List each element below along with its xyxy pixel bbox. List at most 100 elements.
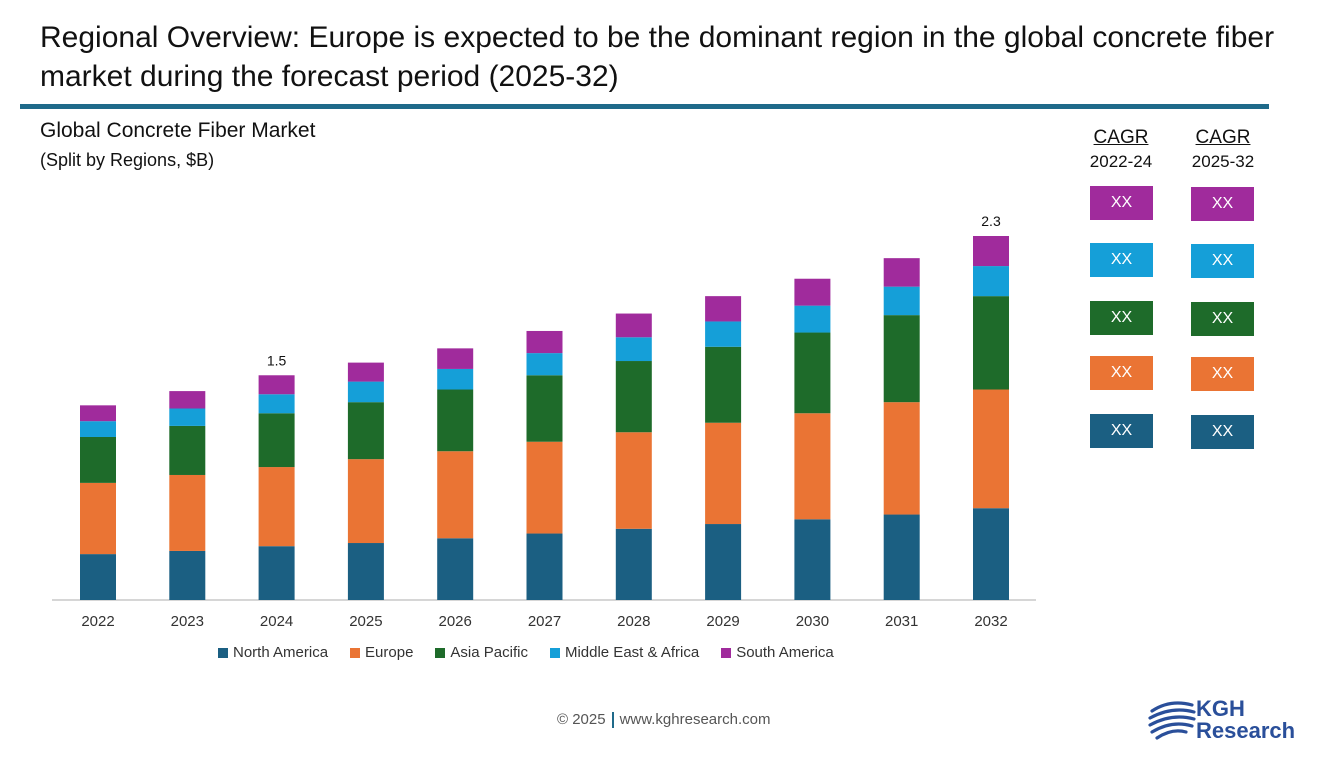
- x-tick-label-2029: 2029: [706, 613, 739, 630]
- cagr-box-north-america-2025-32: XX: [1191, 415, 1254, 449]
- x-tick-label-2027: 2027: [528, 613, 561, 630]
- legend-swatch: [350, 647, 361, 658]
- legend-item-middle-east-africa: Middle East & Africa: [549, 644, 700, 661]
- bar-segment-asia-pacific-2028: [615, 361, 652, 433]
- bar-segment-north-america-2028: [615, 528, 652, 600]
- legend-item-north-america: North America: [218, 644, 328, 661]
- footer: © 2025 www.kghresearch.com: [557, 711, 770, 728]
- cagr-box-south-america-2025-32: XX: [1191, 187, 1254, 221]
- bar-segment-south-america-2024: [258, 375, 295, 395]
- bar-segment-north-america-2022: [80, 554, 116, 600]
- bar-segment-europe-2022: [80, 482, 116, 555]
- bar-segment-europe-2029: [705, 422, 742, 525]
- legend-label: South America: [736, 644, 834, 661]
- page-headline: Regional Overview: Europe is expected to…: [40, 21, 1275, 93]
- legend-swatch: [218, 647, 228, 658]
- bar-segment-south-america-2023: [169, 391, 206, 409]
- bar-segment-europe-2030: [794, 413, 831, 520]
- logo-text-kgh: KGH: [1196, 696, 1245, 721]
- bar-segment-south-america-2029: [705, 296, 742, 322]
- cagr-header-title: CAGR: [1093, 127, 1149, 148]
- footer-divider: [611, 711, 614, 728]
- cagr-header-2025-32: CAGR 2025-32: [1178, 126, 1268, 174]
- bar-segment-asia-pacific-2029: [705, 346, 742, 423]
- x-tick-label-2030: 2030: [796, 613, 829, 630]
- cagr-header-period: 2025-32: [1191, 152, 1255, 171]
- logo-text-research: Research: [1196, 718, 1296, 743]
- legend-label: North America: [233, 644, 329, 661]
- cagr-box-north-america-2022-24: XX: [1090, 414, 1153, 448]
- bar-segment-europe-2025: [347, 459, 384, 544]
- legend-label: Europe: [365, 644, 414, 661]
- legend-item-asia-pacific: Asia Pacific: [435, 644, 528, 661]
- legend-swatch: [435, 647, 446, 658]
- bar-segment-europe-2027: [526, 441, 563, 534]
- chart-legend: North America Europe Asia Pacific Middle…: [218, 644, 834, 661]
- bar-segment-europe-2031: [883, 402, 920, 515]
- bar-segment-asia-pacific-2023: [169, 425, 206, 475]
- bar-segment-europe-2032: [973, 389, 1009, 509]
- cagr-box-south-america-2022-24: XX: [1090, 186, 1153, 220]
- bar-segment-europe-2026: [437, 451, 474, 539]
- footer-website-link[interactable]: www.kghresearch.com: [619, 711, 771, 728]
- bar-segment-middle-east-africa-2029: [705, 321, 742, 347]
- data-label-total-2032: 2.3: [981, 213, 1001, 229]
- cagr-box-europe-2025-32: XX: [1191, 357, 1254, 391]
- x-tick-label-2026: 2026: [439, 613, 472, 630]
- bar-segment-north-america-2031: [883, 514, 920, 600]
- x-tick-label-2031: 2031: [885, 613, 918, 630]
- bar-segment-asia-pacific-2032: [973, 296, 1009, 390]
- bar-segment-europe-2023: [169, 474, 206, 551]
- cagr-header-title: CAGR: [1195, 127, 1251, 148]
- x-tick-label-2024: 2024: [260, 613, 293, 630]
- legend-label: Middle East & Africa: [564, 644, 700, 661]
- bar-segment-north-america-2023: [169, 550, 206, 600]
- cagr-box-europe-2022-24: XX: [1090, 356, 1153, 390]
- bar-segment-asia-pacific-2030: [794, 332, 831, 414]
- cagr-header-period: 2022-24: [1089, 152, 1153, 171]
- bar-segment-south-america-2030: [794, 278, 831, 306]
- bar-segment-south-america-2032: [973, 236, 1009, 267]
- header-rule: [20, 104, 1269, 109]
- bar-segment-middle-east-africa-2032: [973, 266, 1009, 297]
- bar-segment-north-america-2030: [794, 519, 831, 600]
- bar-segment-south-america-2025: [347, 362, 384, 382]
- x-tick-label-2028: 2028: [617, 613, 650, 630]
- bar-segment-middle-east-africa-2028: [615, 337, 652, 362]
- bar-segment-asia-pacific-2024: [258, 413, 295, 468]
- bar-segment-middle-east-africa-2022: [80, 421, 116, 437]
- bar-segment-south-america-2022: [80, 405, 116, 422]
- bar-segment-europe-2028: [615, 432, 652, 529]
- bar-segment-north-america-2027: [526, 533, 563, 600]
- legend-swatch: [721, 647, 732, 658]
- bar-segment-north-america-2029: [705, 524, 742, 600]
- x-tick-label-2025: 2025: [349, 613, 382, 630]
- bar-segment-middle-east-africa-2024: [258, 394, 295, 414]
- bar-segment-asia-pacific-2025: [347, 402, 384, 460]
- bar-segment-asia-pacific-2027: [526, 375, 563, 442]
- bar-segment-middle-east-africa-2023: [169, 408, 206, 426]
- bar-segment-north-america-2025: [347, 543, 384, 600]
- bar-segment-middle-east-africa-2030: [794, 305, 831, 333]
- kgh-globe-icon: [1148, 701, 1196, 740]
- bar-segment-asia-pacific-2026: [437, 389, 474, 452]
- bar-segment-middle-east-africa-2027: [526, 353, 563, 376]
- chart-subtitle: (Split by Regions, $B): [40, 150, 215, 170]
- bar-segment-south-america-2031: [883, 258, 920, 287]
- bar-segment-middle-east-africa-2025: [347, 381, 384, 403]
- cagr-header-2022-24: CAGR 2022-24: [1076, 126, 1166, 174]
- data-label-total-2024: 1.5: [267, 352, 287, 368]
- cagr-box-middle-east-africa-2022-24: XX: [1090, 243, 1153, 277]
- bar-segment-middle-east-africa-2026: [437, 368, 474, 390]
- bar-segment-asia-pacific-2022: [80, 436, 116, 483]
- x-tick-label-2032: 2032: [974, 613, 1007, 630]
- cagr-box-asia-pacific-2022-24: XX: [1090, 301, 1153, 335]
- bar-segment-middle-east-africa-2031: [883, 286, 920, 316]
- bar-segment-north-america-2032: [973, 508, 1009, 600]
- x-tick-label-2023: 2023: [171, 613, 204, 630]
- bar-segment-south-america-2028: [615, 313, 652, 338]
- legend-item-europe: Europe: [350, 644, 413, 661]
- legend-item-south-america: South America: [721, 644, 834, 661]
- bar-segment-south-america-2027: [526, 330, 563, 354]
